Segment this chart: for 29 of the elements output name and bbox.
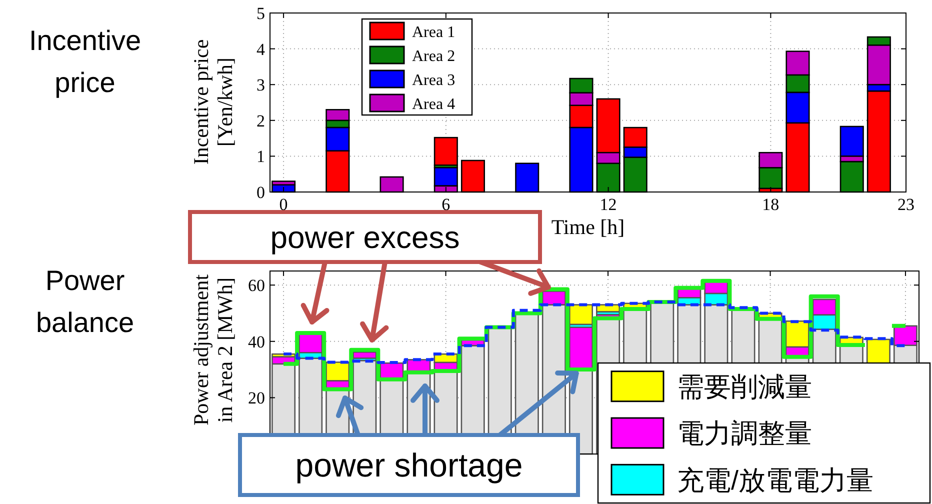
text: Power balance bbox=[36, 265, 134, 338]
y-axis-title: Incentive price [Yen/kwh] bbox=[189, 39, 237, 165]
legend-label: Area 3 bbox=[412, 72, 456, 89]
legend-label: Area 1 bbox=[412, 24, 456, 41]
bar bbox=[434, 136, 458, 166]
y-tick-label: 60 bbox=[248, 276, 265, 296]
x-tick-label: 6 bbox=[442, 195, 450, 214]
legend-label: Area 2 bbox=[412, 48, 456, 65]
x-axis-title: Time [h] bbox=[551, 215, 625, 239]
x-tick-label: 0 bbox=[279, 195, 288, 214]
y-tick-label: 20 bbox=[248, 388, 265, 408]
legend-label: 充電/放電電力量 bbox=[677, 465, 874, 496]
text: Incentive price bbox=[28, 25, 142, 98]
annotation: power shortage bbox=[295, 446, 523, 484]
x-tick-label: 18 bbox=[762, 195, 780, 214]
y-axis-title: Power adjustment in Area 2 [MWh] bbox=[189, 274, 237, 426]
annotation: power excess bbox=[270, 220, 460, 255]
y-tick-label: 40 bbox=[248, 332, 265, 352]
legend-label: 電力調整量 bbox=[677, 418, 812, 449]
y-tick-label: 4 bbox=[256, 40, 266, 59]
x-tick-label: 12 bbox=[600, 195, 617, 214]
y-tick-label: 2 bbox=[256, 111, 265, 130]
y-tick-label: 0 bbox=[256, 183, 265, 202]
x-tick-label: 23 bbox=[898, 195, 914, 214]
y-tick-label: 1 bbox=[256, 147, 265, 166]
y-tick-label: 3 bbox=[256, 76, 265, 95]
y-tick-label: 5 bbox=[256, 4, 265, 23]
legend-label: Area 4 bbox=[412, 96, 456, 113]
legend-label: 需要削減量 bbox=[677, 372, 812, 402]
